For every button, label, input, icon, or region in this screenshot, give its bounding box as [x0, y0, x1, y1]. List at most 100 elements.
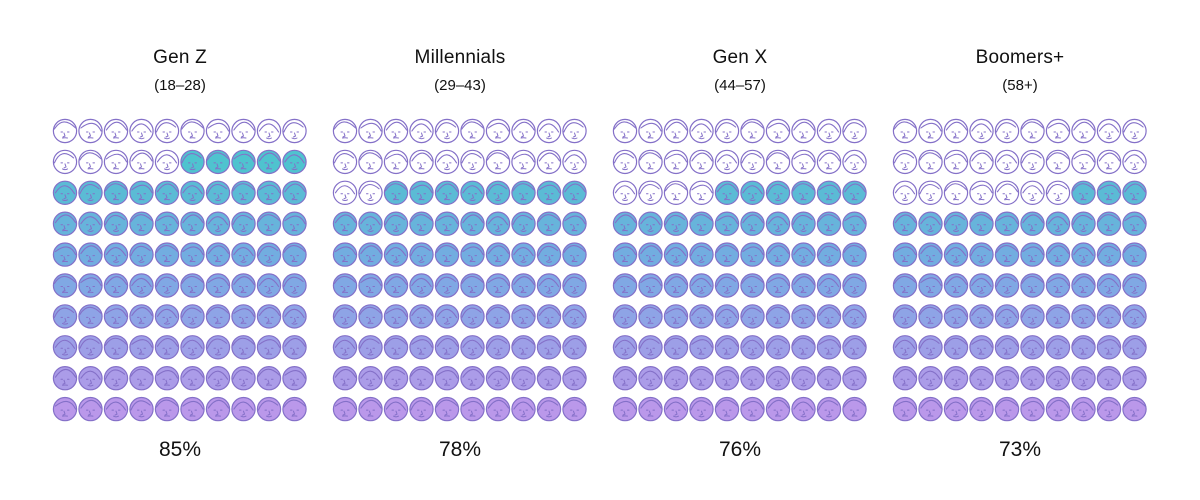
face-icon-filled	[358, 366, 383, 391]
face-icon-filled	[740, 366, 765, 391]
face-icon-filled	[511, 242, 536, 267]
face-icon-filled	[460, 180, 485, 206]
face-icon-filled	[358, 273, 383, 298]
face-icon-filled	[78, 366, 103, 391]
face-icon-filled	[180, 273, 205, 298]
face-icon-filled	[282, 396, 307, 422]
face-icon-filled	[791, 211, 816, 236]
face-icon-filled	[714, 211, 740, 236]
face-icon-filled	[638, 211, 663, 236]
face-icon-filled	[282, 211, 307, 236]
face-icon-filled	[256, 180, 282, 206]
face-icon-filled	[612, 335, 638, 360]
face-icon-filled	[154, 396, 180, 422]
face-icon-filled	[765, 366, 791, 391]
face-icon-filled	[892, 211, 918, 236]
face-icon-empty	[714, 118, 740, 144]
face-icon-empty	[409, 118, 434, 144]
face-icon-filled	[714, 335, 740, 360]
face-icon-filled	[663, 396, 689, 422]
face-icon-filled	[485, 335, 511, 360]
face-icon-filled	[409, 366, 434, 391]
face-icon-filled	[562, 335, 587, 360]
face-icon-filled	[52, 396, 78, 422]
face-icon-filled	[1122, 304, 1147, 329]
face-icon-filled	[332, 304, 358, 329]
face-icon-empty	[180, 118, 205, 144]
face-icon-filled	[943, 242, 969, 267]
face-icon-filled	[129, 304, 154, 329]
face-icon-filled	[842, 396, 867, 422]
face-icon-filled	[460, 273, 485, 298]
face-icon-empty	[943, 180, 969, 206]
face-icon-filled	[638, 396, 663, 422]
face-icon-filled	[765, 242, 791, 267]
face-icon-filled	[256, 242, 282, 267]
face-icon-filled	[78, 304, 103, 329]
face-icon-filled	[1045, 211, 1071, 236]
face-icon-empty	[358, 180, 383, 206]
face-icon-filled	[511, 211, 536, 236]
face-icon-filled	[205, 273, 231, 298]
face-icon-empty	[1045, 149, 1071, 175]
panel-title: Boomers+	[975, 47, 1065, 68]
face-icon-filled	[536, 304, 562, 329]
face-icon-empty	[256, 118, 282, 144]
face-icon-filled	[383, 304, 409, 329]
face-icon-filled	[103, 304, 129, 329]
face-icon-empty	[994, 149, 1020, 175]
face-icon-filled	[714, 273, 740, 298]
face-icon-filled	[918, 273, 943, 298]
face-icon-filled	[816, 304, 842, 329]
face-icon-filled	[1071, 273, 1096, 298]
face-icon-filled	[282, 242, 307, 267]
face-icon-empty	[994, 118, 1020, 144]
face-icon-filled	[282, 366, 307, 391]
face-icon-filled	[536, 273, 562, 298]
face-icon-filled	[562, 242, 587, 267]
face-icon-filled	[816, 242, 842, 267]
face-icon-empty	[383, 149, 409, 175]
face-icon-filled	[791, 366, 816, 391]
panel-percentage: 85%	[158, 438, 202, 461]
face-icon-empty	[892, 149, 918, 175]
face-icon-filled	[103, 242, 129, 267]
face-icon-filled	[485, 211, 511, 236]
face-icon-filled	[816, 396, 842, 422]
face-icon-filled	[256, 149, 282, 175]
face-icon-filled	[434, 335, 460, 360]
face-icon-filled	[154, 211, 180, 236]
face-icon-filled	[129, 242, 154, 267]
face-icon-filled	[1122, 366, 1147, 391]
face-icon-filled	[205, 180, 231, 206]
face-icon-filled	[231, 396, 256, 422]
face-icon-filled	[180, 211, 205, 236]
face-icon-filled	[714, 304, 740, 329]
face-icon-filled	[1045, 335, 1071, 360]
face-icon-empty	[52, 149, 78, 175]
face-icon-filled	[332, 396, 358, 422]
face-icon-empty	[969, 118, 994, 144]
face-icon-filled	[78, 242, 103, 267]
face-icon-empty	[714, 149, 740, 175]
face-icon-filled	[612, 366, 638, 391]
face-icon-filled	[231, 180, 256, 206]
face-icon-filled	[663, 242, 689, 267]
face-icon-filled	[409, 242, 434, 267]
face-icon-filled	[485, 366, 511, 391]
face-icon-empty	[231, 118, 256, 144]
face-icon-filled	[332, 242, 358, 267]
face-icon-empty	[434, 149, 460, 175]
face-icon-empty	[918, 180, 943, 206]
face-icon-filled	[689, 242, 714, 267]
face-icon-empty	[765, 149, 791, 175]
face-icon-filled	[256, 366, 282, 391]
face-icon-empty	[1020, 118, 1045, 144]
face-icon-filled	[78, 180, 103, 206]
face-icon-filled	[358, 304, 383, 329]
face-icon-filled	[765, 335, 791, 360]
face-icon-filled	[1020, 335, 1045, 360]
face-icon-filled	[612, 242, 638, 267]
face-icon-filled	[638, 273, 663, 298]
face-icon-filled	[663, 335, 689, 360]
